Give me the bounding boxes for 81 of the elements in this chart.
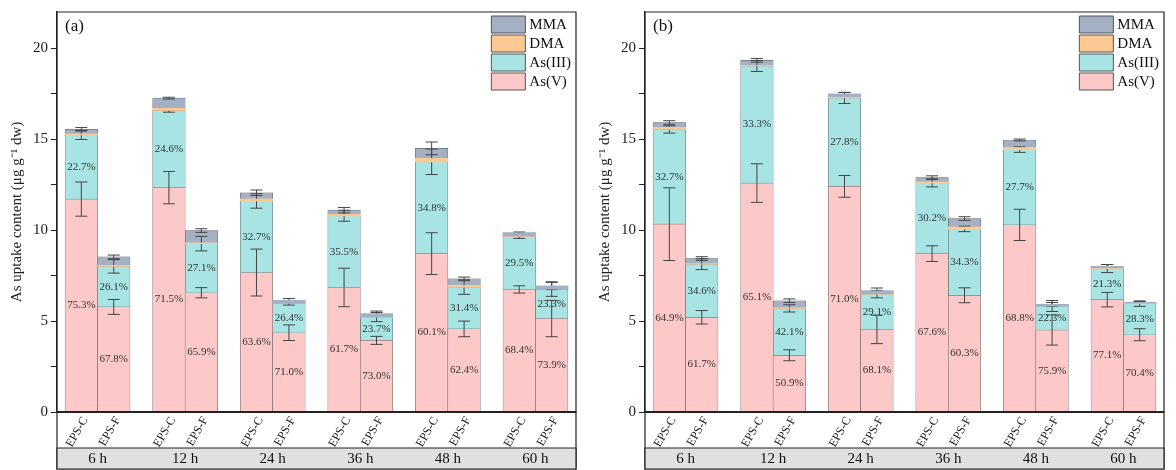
annotation: 61.7% [329, 342, 359, 355]
text: 24 h [259, 450, 287, 467]
annotation: 29.1% [862, 304, 892, 317]
text: 12 h [172, 450, 199, 467]
annotation: 67.8% [99, 352, 128, 365]
annotation: 34.8% [417, 200, 446, 213]
annotation: 73.9% [537, 357, 566, 370]
text: 48 h [1022, 450, 1050, 467]
annotation: 62.4% [449, 363, 479, 376]
annotation: 27.1% [187, 261, 216, 274]
annotation: 73.0% [362, 368, 391, 381]
y-tick-label: 15 [621, 130, 636, 147]
chart-title: (b) [653, 15, 673, 35]
annotation: 68.8% [1005, 311, 1034, 324]
annotation: 27.7% [1005, 180, 1034, 193]
annotation: 29.5% [505, 255, 534, 268]
annotation: 24.6% [154, 141, 184, 154]
y-tick-label: 5 [40, 312, 48, 329]
legend-label: DMA [1117, 35, 1153, 52]
annotation: 31.4% [449, 300, 479, 313]
y-tick-label: 0 [628, 402, 636, 419]
annotation: 67.6% [917, 325, 947, 338]
text: 36 h [935, 450, 962, 467]
annotation: 23.7% [362, 321, 391, 334]
annotation: 63.6% [242, 334, 271, 347]
annotation: 21.3% [1093, 276, 1122, 289]
legend-label: As(III) [529, 54, 572, 72]
annotation: 60.1% [417, 325, 446, 338]
y-tick-label: 5 [628, 312, 636, 329]
text: 24 h [847, 450, 875, 467]
annotation: 27.8% [830, 135, 859, 148]
annotation: 26.4% [274, 310, 304, 323]
annotation: 71.5% [154, 292, 184, 305]
annotation: 60.3% [950, 346, 979, 359]
annotation: 71.0% [274, 365, 304, 377]
annotation: 34.6% [687, 283, 716, 296]
annotation: 26.1% [99, 279, 128, 292]
annotation: 33.3% [742, 117, 772, 130]
annotation: 64.9% [655, 310, 684, 323]
annotation: 71.0% [830, 291, 859, 304]
y-axis-title: As uptake content (μg g⁻¹ dw) [7, 121, 25, 303]
annotation: 65.1% [742, 290, 772, 303]
legend-label: As(III) [1117, 54, 1160, 72]
text: 48 h [434, 450, 462, 467]
annotation: 65.9% [187, 345, 216, 357]
annotation: 32.7% [655, 169, 684, 182]
text: 60 h [522, 450, 550, 467]
annotation: 42.1% [775, 324, 804, 337]
legend-label: As(V) [1117, 73, 1155, 91]
y-tick-label: 10 [621, 221, 636, 238]
text: 36 h [347, 450, 374, 467]
chart-title: (a) [65, 15, 84, 35]
text: 12 h [760, 450, 787, 467]
annotation: 75.3% [67, 298, 96, 311]
text: 6 h [676, 450, 696, 467]
annotation: 34.3% [950, 254, 979, 267]
y-tick-label: 20 [33, 39, 48, 56]
text: 60 h [1110, 450, 1138, 467]
annotation: 22.3% [1037, 310, 1067, 323]
text: 6 h [88, 450, 108, 467]
y-tick-label: 0 [40, 402, 48, 419]
annotation: 35.5% [329, 244, 359, 257]
legend-label: As(V) [529, 73, 567, 91]
annotation: 32.7% [242, 229, 271, 242]
annotation: 68.1% [862, 363, 892, 376]
legend-label: MMA [529, 16, 568, 33]
legend-label: MMA [1117, 16, 1156, 33]
annotation: 70.4% [1125, 366, 1154, 378]
y-tick-label: 20 [621, 39, 636, 56]
annotation: 28.3% [1125, 312, 1154, 325]
y-axis-title: As uptake content (μg g⁻¹ dw) [595, 121, 613, 303]
annotation: 77.1% [1093, 348, 1122, 361]
annotation: 50.9% [775, 376, 804, 389]
annotation: 30.2% [917, 211, 947, 224]
annotation: 61.7% [687, 357, 716, 370]
y-tick-label: 15 [33, 130, 48, 147]
annotation: 68.4% [505, 343, 534, 356]
legend-label: DMA [529, 35, 565, 52]
y-tick-label: 10 [33, 221, 48, 238]
annotation: 22.7% [67, 159, 96, 172]
annotation: 75.9% [1037, 363, 1067, 376]
